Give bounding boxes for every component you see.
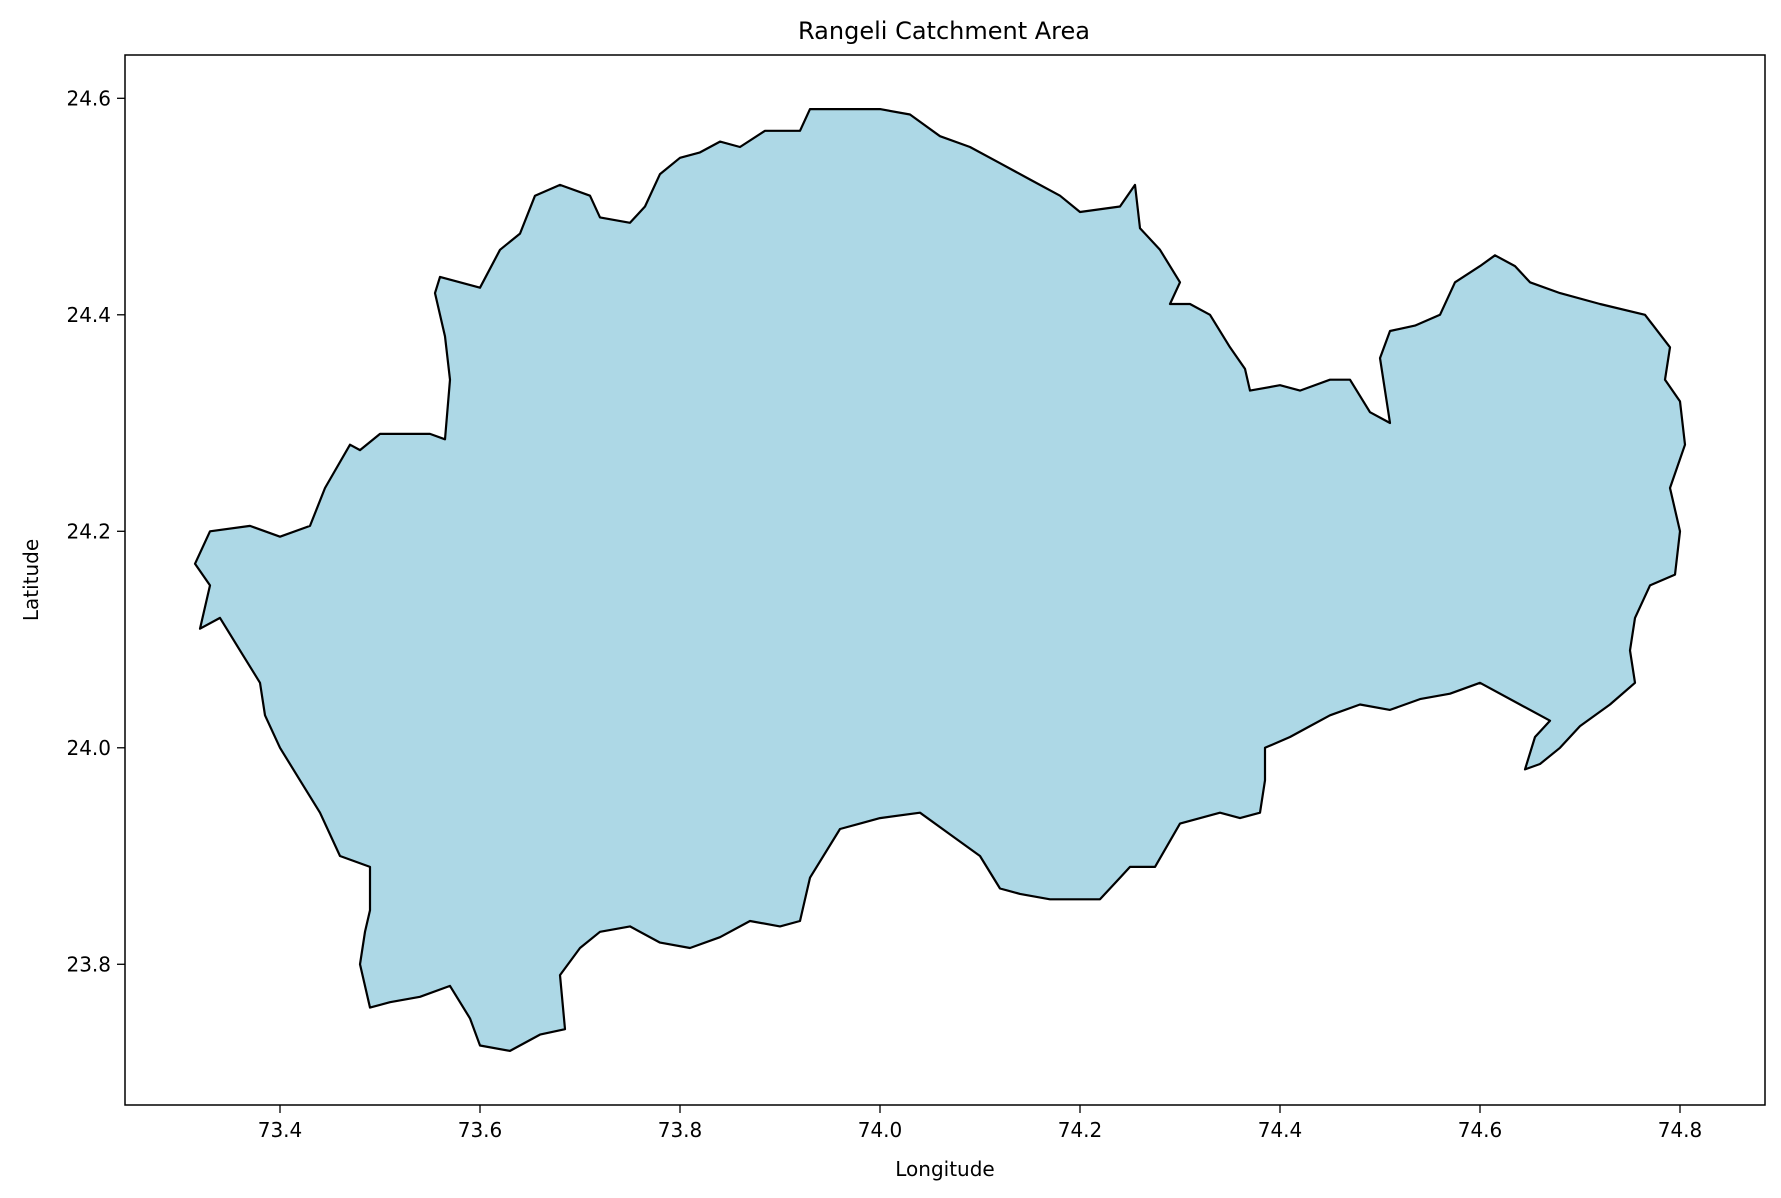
y-tick-label: 24.6 <box>66 86 111 110</box>
y-tick-label: 24.2 <box>66 519 111 543</box>
x-axis-label: Longitude <box>895 1157 994 1181</box>
plot-frame <box>124 54 1766 1106</box>
x-tick-label: 74.6 <box>1458 1118 1503 1142</box>
x-tick-label: 73.4 <box>258 1118 303 1142</box>
x-axis: 73.4 73.6 73.8 74.0 74.2 74.4 74.6 74.8 <box>258 1105 1703 1142</box>
x-tick-label: 74.4 <box>1258 1118 1303 1142</box>
y-axis-label: Latitude <box>19 539 43 621</box>
y-tick-label: 24.0 <box>66 736 111 760</box>
x-tick-label: 74.0 <box>858 1118 903 1142</box>
x-tick-label: 73.8 <box>658 1118 703 1142</box>
x-tick-label: 73.6 <box>458 1118 503 1142</box>
x-tick-label: 74.8 <box>1658 1118 1703 1142</box>
map-title: Rangeli Catchment Area <box>798 17 1090 45</box>
y-tick-label: 24.4 <box>66 303 111 327</box>
x-tick-label: 74.2 <box>1058 1118 1103 1142</box>
catchment-polygon <box>193 108 1687 1052</box>
y-tick-label: 23.8 <box>66 952 111 976</box>
plot-area <box>124 54 1766 1106</box>
y-axis: 23.8 24.0 24.2 24.4 24.6 <box>66 86 125 976</box>
